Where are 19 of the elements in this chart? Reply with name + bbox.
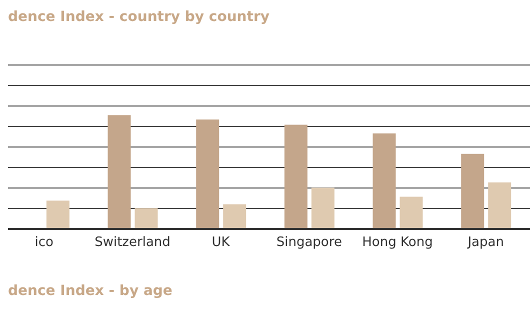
bar [400, 196, 423, 229]
bar [223, 204, 246, 229]
bar [488, 182, 512, 229]
x-tick-label: Singapore [276, 235, 342, 250]
chart-title: dence Index - country by country [8, 9, 270, 27]
bar [134, 208, 158, 229]
x-tick-label: ico [34, 235, 54, 250]
x-tick-label: Switzerland [94, 235, 170, 250]
x-tick-label: Japan [466, 235, 504, 250]
text: dence Index - by age [8, 283, 174, 299]
x-tick-label: UK [212, 235, 230, 250]
bar [196, 119, 220, 229]
bar [461, 154, 484, 229]
x-tick-label: Hong Kong [362, 235, 433, 250]
bar [372, 133, 396, 229]
bar [311, 188, 334, 229]
bar [46, 200, 70, 229]
bar [284, 124, 308, 229]
bar [108, 115, 131, 229]
